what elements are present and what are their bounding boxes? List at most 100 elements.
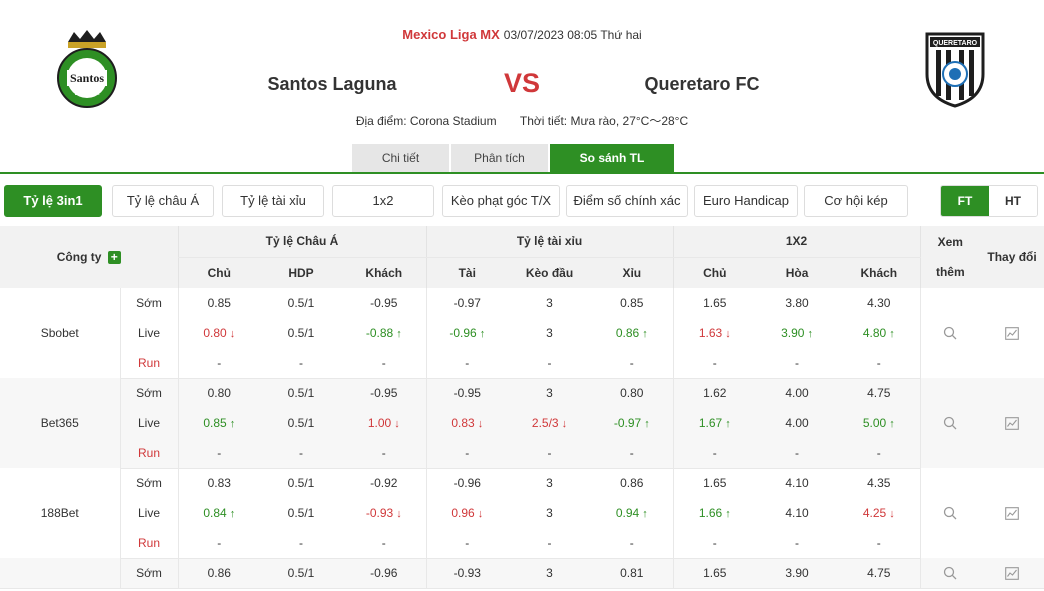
odds-cell: -0.95 [342,288,426,318]
odds-value: - [712,445,717,460]
away-team-name[interactable]: Queretaro FC [644,74,760,94]
odds-value: 0.5/1 [287,476,315,491]
venue: Địa điểm: Corona Stadium [355,114,497,128]
odds-value: 0.84 [203,506,227,520]
odds-cell: - [838,528,921,559]
search-icon[interactable] [943,565,957,580]
odds-value: - [876,445,881,460]
odds-value: - [217,355,222,370]
table-row: Run - - - - - - - - - [0,348,1044,379]
odds-value: 0.85 [207,296,231,310]
odds-kind: Sớm [120,378,179,408]
home-team-logo: CLUB Santos LAGUNA [52,28,122,108]
odds-value: - [381,355,386,370]
odds-cell: 3 [508,468,591,498]
odds-value: 0.83 [207,476,231,491]
odds-kind: Sớm [120,558,179,589]
odds-value: 3 [546,506,553,520]
tab-phan-tich[interactable]: Phân tích [451,144,548,172]
odds-cell: 4.10 [756,468,838,498]
odds-value: 0.80 [620,386,644,401]
period-ht[interactable]: HT [989,186,1037,216]
odds-value: 0.5/1 [287,296,315,310]
odds-cell: -0.93 [425,558,509,589]
chart-icon[interactable] [1005,416,1019,431]
odds-value: - [299,535,304,550]
chart-icon[interactable] [1005,326,1019,341]
view-more-cell [919,288,981,378]
league-name[interactable]: Mexico Liga MX [402,27,500,42]
odds-cell: 1.66 ↑ [672,498,757,528]
odds-cell: 3 [508,378,592,408]
filter-correct-score[interactable]: Điểm số chính xác [566,185,688,217]
odds-cell: 4.10 [756,498,838,528]
chart-icon[interactable] [1005,506,1019,521]
arrow-down-icon: ↓ [477,418,484,430]
arrow-down-icon: ↓ [725,328,731,340]
changes-cell [980,288,1044,378]
odds-value: 3.80 [785,296,809,310]
odds-cell: 0.83 [177,468,261,498]
filter-corner[interactable]: Kèo phạt góc T/X [442,185,560,217]
filter-1x2[interactable]: 1x2 [332,185,434,217]
odds-cell: 0.86 [591,468,673,498]
filter-asian[interactable]: Tỷ lệ châu Á [112,185,214,217]
arrow-up-icon: ↑ [396,328,402,340]
odds-value: 0.85 [620,296,644,310]
plus-icon[interactable]: + [107,251,121,265]
period-ft[interactable]: FT [941,186,989,216]
odds-cell: 0.81 [591,558,674,589]
company-name[interactable]: Bet365 [0,378,121,468]
odds-value: 1.66 [698,506,723,520]
filter-double-chance[interactable]: Cơ hội kép [804,185,908,217]
odds-cell: 1.63 ↓ [672,318,757,348]
odds-cell: 4.80 ↑ [838,318,920,348]
odds-value: 1.63 [698,326,723,340]
filter-3in1[interactable]: Tỷ lệ 3in1 [4,185,102,217]
sub-header: Xỉu [591,257,674,288]
home-team-name[interactable]: Santos Laguna [267,74,397,94]
odds-cell: 1.65 [672,288,757,318]
odds-value: 4.30 [867,296,891,310]
odds-value: - [629,355,634,370]
odds-value: 0.5/1 [287,506,315,520]
arrow-down-icon: ↓ [229,328,236,340]
odds-value: 0.80 [207,386,231,401]
chart-icon[interactable] [1005,566,1019,580]
tab-chi-tiet[interactable]: Chi tiết [352,144,449,172]
odds-cell: - [260,348,343,379]
odds-cell: 2.5/3 ↓ [508,408,592,438]
filter-euro-handicap[interactable]: Euro Handicap [694,185,798,217]
odds-value: - [629,535,634,550]
company-name[interactable] [0,558,121,589]
search-icon[interactable] [943,506,957,520]
odds-cell: -0.95 [425,378,509,408]
odds-value: 1.65 [703,566,727,580]
odds-cell: 0.84 ↑ [177,498,261,528]
search-icon[interactable] [943,416,957,430]
odds-value: 4.00 [785,416,809,430]
tab-so-sanh-tl[interactable]: So sánh TL [550,144,674,172]
filter-over-under[interactable]: Tỷ lệ tài xỉu [222,185,324,217]
odds-value: 0.5/1 [287,566,315,580]
odds-cell: 1.62 [672,378,757,408]
odds-value: - [547,535,552,550]
odds-value: - [876,355,881,370]
odds-cell: 1.65 [672,558,757,589]
odds-cell: 0.85 [591,288,673,318]
odds-cell: - [177,438,261,469]
odds-value: 3 [546,386,553,401]
view-more-cell [919,468,981,558]
search-icon[interactable] [943,326,957,340]
company-name[interactable]: Sbobet [0,288,121,378]
odds-value: 1.67 [698,416,723,430]
odds-cell: -0.95 [342,378,427,408]
arrow-up-icon: ↑ [644,418,650,430]
company-name[interactable]: 188Bet [0,468,121,558]
odds-cell: - [508,348,592,379]
arrow-up-icon: ↑ [889,328,895,340]
odds-value: 5.00 [862,416,887,430]
odds-cell: 0.85 [177,288,261,318]
odds-value: - [381,445,386,460]
odds-cell: 0.80 ↓ [177,318,261,348]
